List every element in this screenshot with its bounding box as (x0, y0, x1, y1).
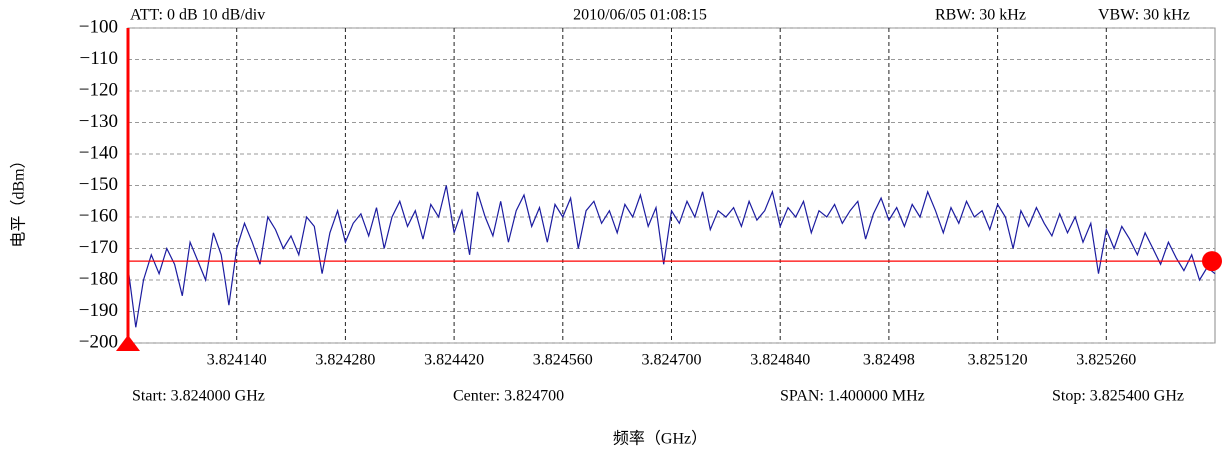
x-tick-label: 3.82498 (863, 352, 915, 369)
y-tick-label: −110 (79, 48, 118, 69)
x-tick-label: 3.824560 (533, 352, 593, 369)
y-tick-label: −150 (79, 174, 118, 195)
reference-marker (1202, 251, 1222, 272)
y-axis-label: 电平（dBm） (10, 152, 28, 247)
x-tick-label: 3.825120 (968, 352, 1028, 369)
x-axis-label: 频率（GHz） (613, 430, 707, 448)
header-date: 2010/06/05 01:08:15 (573, 7, 707, 24)
y-tick-label: −190 (79, 300, 118, 321)
x-tick-label: 3.824280 (315, 352, 375, 369)
footer-span: SPAN: 1.400000 MHz (780, 388, 925, 405)
y-tick-label: −160 (79, 205, 118, 226)
y-tick-label: −100 (79, 16, 118, 37)
x-tick-label: 3.824140 (207, 352, 267, 369)
y-tick-label: −170 (79, 237, 118, 258)
header-vbw: VBW: 30 kHz (1098, 7, 1190, 24)
footer-stop: Stop: 3.825400 GHz (1052, 388, 1184, 405)
header-rbw: RBW: 30 kHz (935, 7, 1026, 24)
y-tick-label: −140 (79, 142, 118, 163)
header-att: ATT: 0 dB 10 dB/div (130, 7, 265, 24)
trace (127, 185, 1216, 328)
x-tick-label: 3.824840 (750, 352, 810, 369)
y-tick-label: −130 (79, 111, 118, 132)
x-tick-label: 3.824700 (642, 352, 702, 369)
y-tick-label: −120 (79, 79, 118, 100)
footer-center: Center: 3.824700 (453, 388, 564, 405)
frequency-marker-arrow (116, 335, 140, 351)
y-tick-label: −180 (79, 268, 118, 289)
x-tick-label: 3.825260 (1076, 352, 1136, 369)
footer-start: Start: 3.824000 GHz (132, 388, 265, 405)
x-tick-label: 3.824420 (424, 352, 484, 369)
y-tick-label: −200 (79, 331, 118, 352)
